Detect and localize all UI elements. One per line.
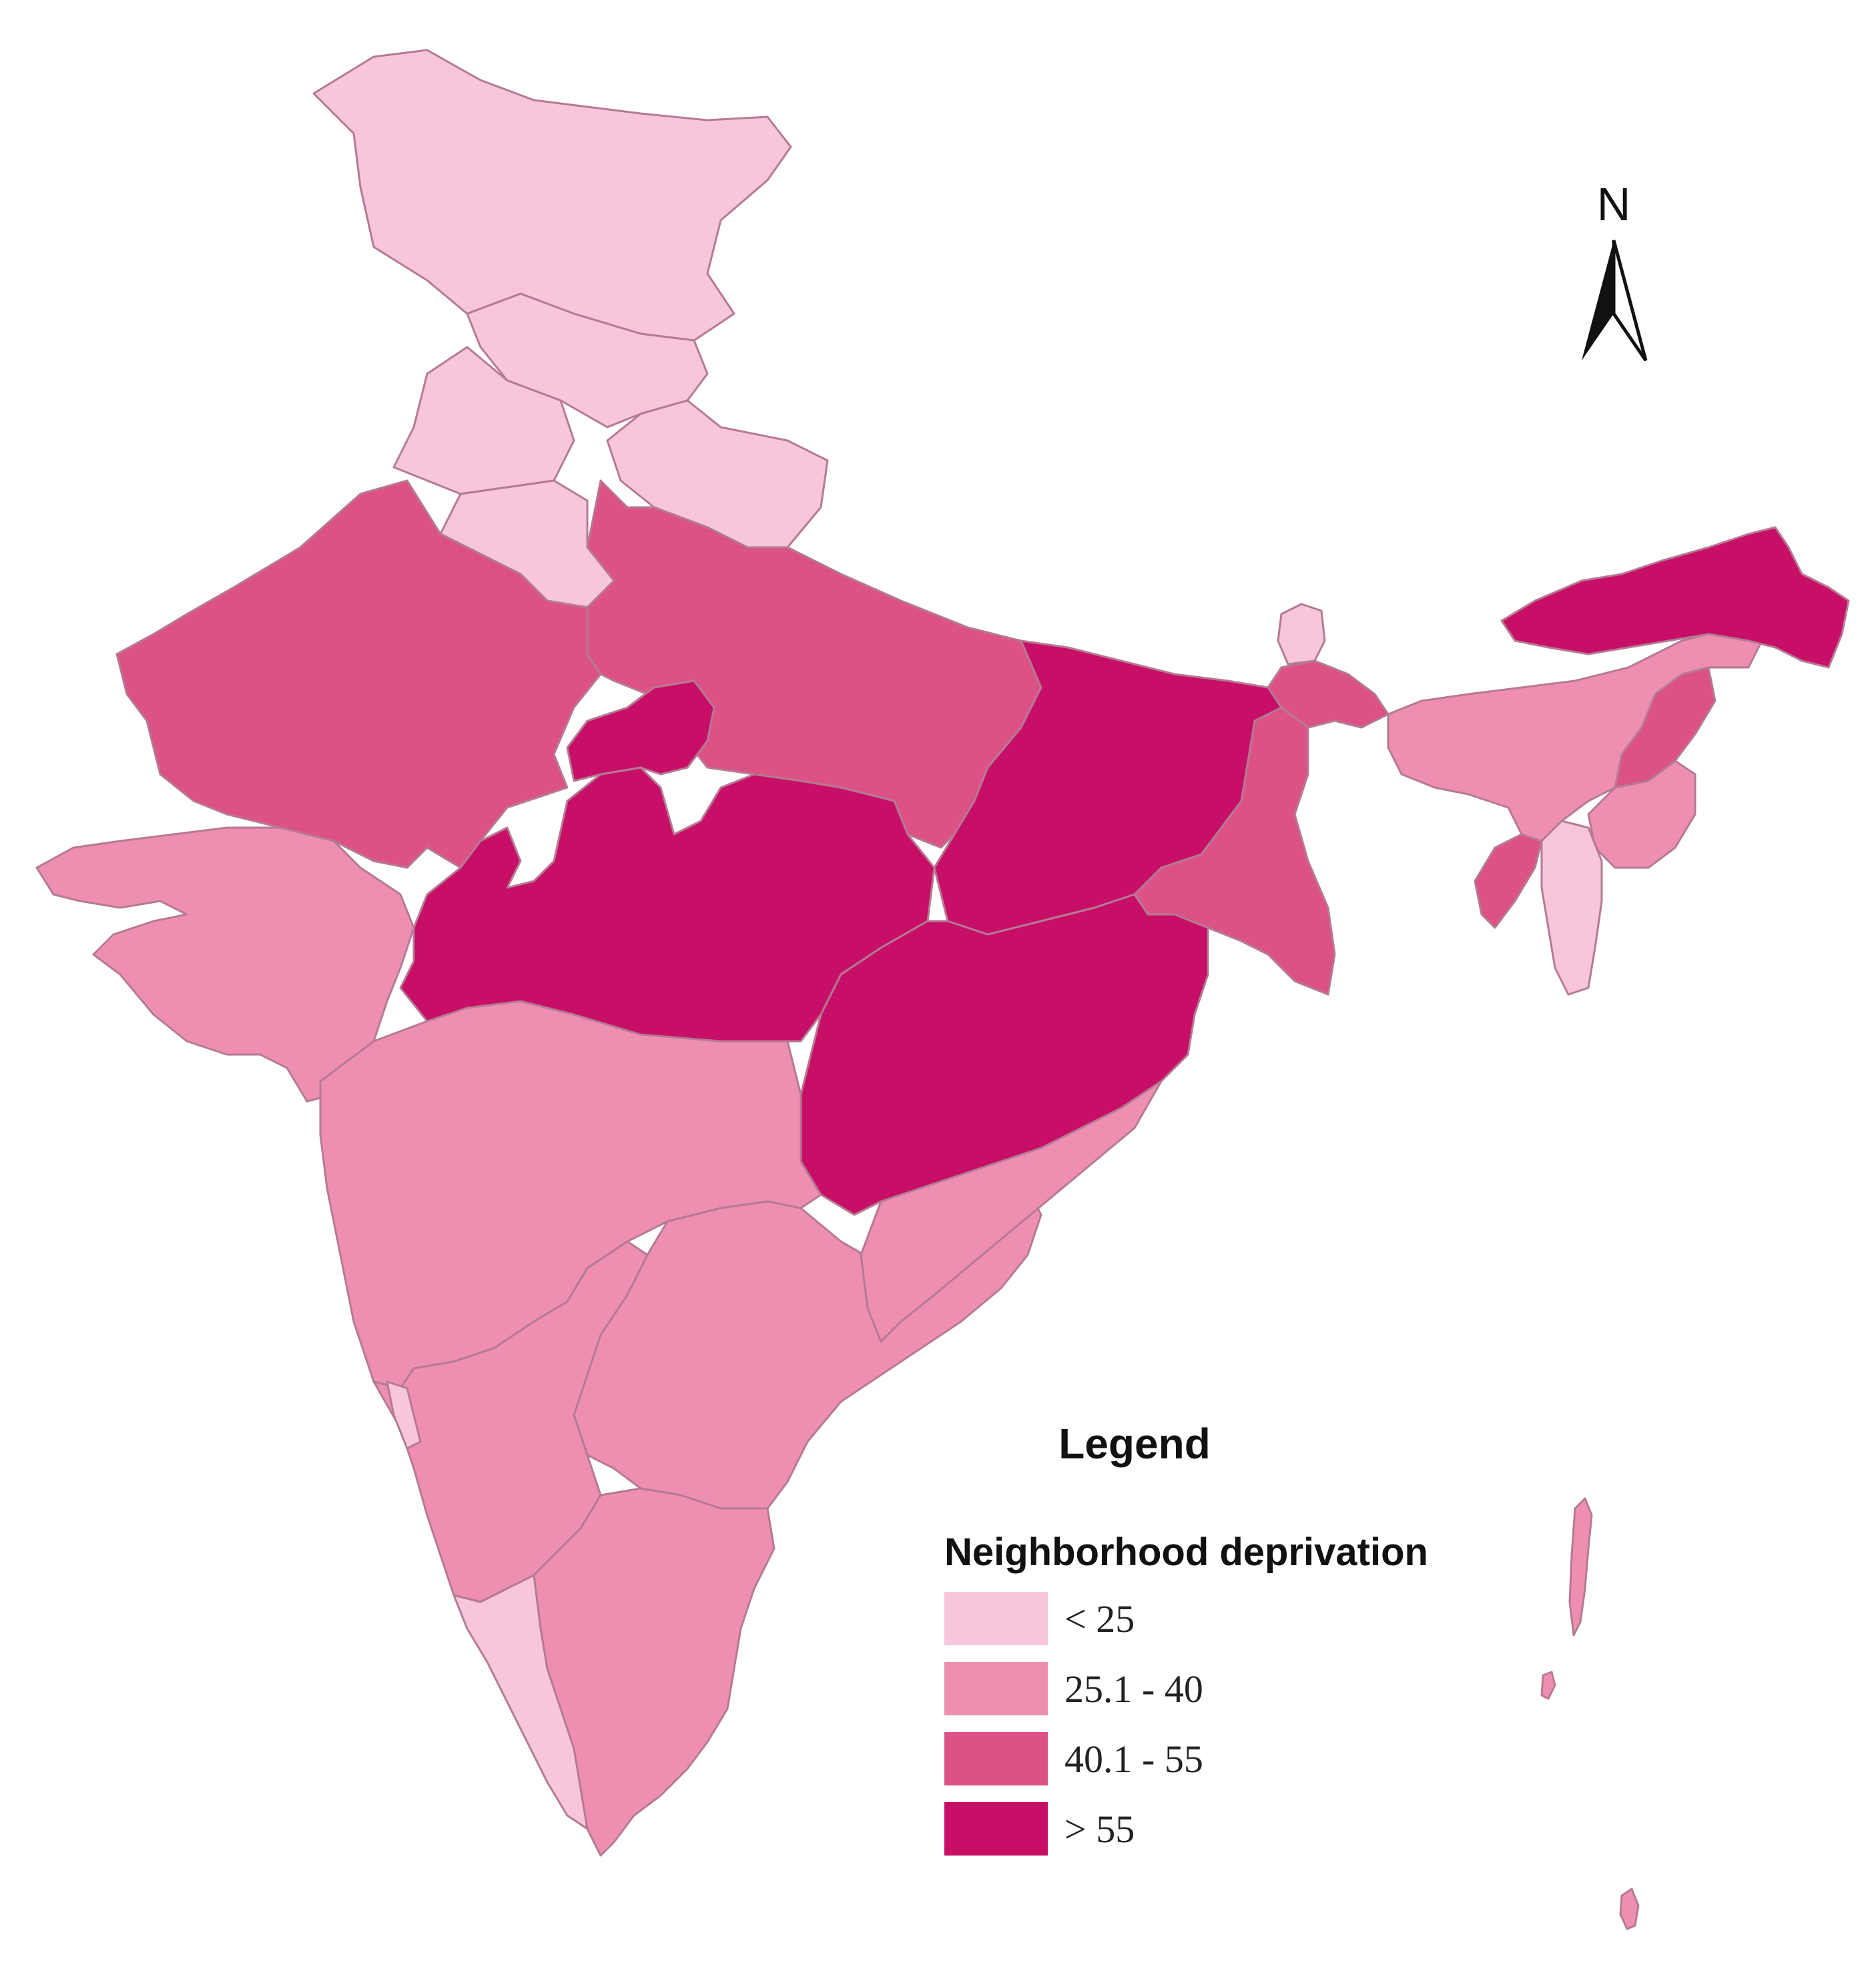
region-mizoram <box>1540 820 1603 996</box>
legend-swatch-1 <box>944 1592 1048 1645</box>
north-arrow: N <box>1582 178 1648 362</box>
legend-label-3: 40.1 - 55 <box>1064 1737 1203 1781</box>
legend-label-2: 25.1 - 40 <box>1064 1667 1203 1711</box>
region-andaman-south <box>1540 1671 1556 1700</box>
legend-title: Legend <box>1058 1420 1211 1468</box>
legend-swatch-4 <box>944 1802 1048 1856</box>
region-bihar-jharkhand <box>933 639 1283 936</box>
region-nicobar <box>1619 1888 1640 1930</box>
region-andaman-north <box>1568 1497 1593 1637</box>
region-rajasthan <box>115 479 602 869</box>
north-arrow-left-half-icon <box>1582 240 1614 360</box>
region-tripura <box>1474 833 1543 929</box>
region-mp-north-lobe <box>566 679 715 782</box>
region-goa-coastal <box>386 1380 422 1450</box>
legend-label-4: > 55 <box>1064 1807 1135 1851</box>
region-karnataka <box>372 1240 649 1603</box>
legend-subtitle: Neighborhood deprivation <box>944 1530 1428 1574</box>
north-arrow-right-half-icon <box>1612 240 1648 362</box>
region-jammu-kashmir <box>312 49 792 342</box>
region-uttar-pradesh <box>586 479 1042 849</box>
legend: Legend Neighborhood deprivation < 25 25.… <box>944 1420 1428 1856</box>
legend-swatch-2 <box>944 1662 1048 1715</box>
region-arunachal-pradesh <box>1500 526 1850 669</box>
legend-label-1: < 25 <box>1064 1597 1135 1641</box>
region-gujarat <box>35 826 415 1103</box>
region-chhattisgarh-odisha <box>800 893 1209 1216</box>
region-madhya-pradesh <box>399 766 936 1043</box>
region-assam <box>1387 626 1763 842</box>
legend-swatch-3 <box>944 1732 1048 1785</box>
region-sikkim <box>1277 603 1326 665</box>
north-label: N <box>1597 178 1631 230</box>
region-kerala <box>452 1574 589 1830</box>
region-east-coast <box>860 1080 1163 1343</box>
